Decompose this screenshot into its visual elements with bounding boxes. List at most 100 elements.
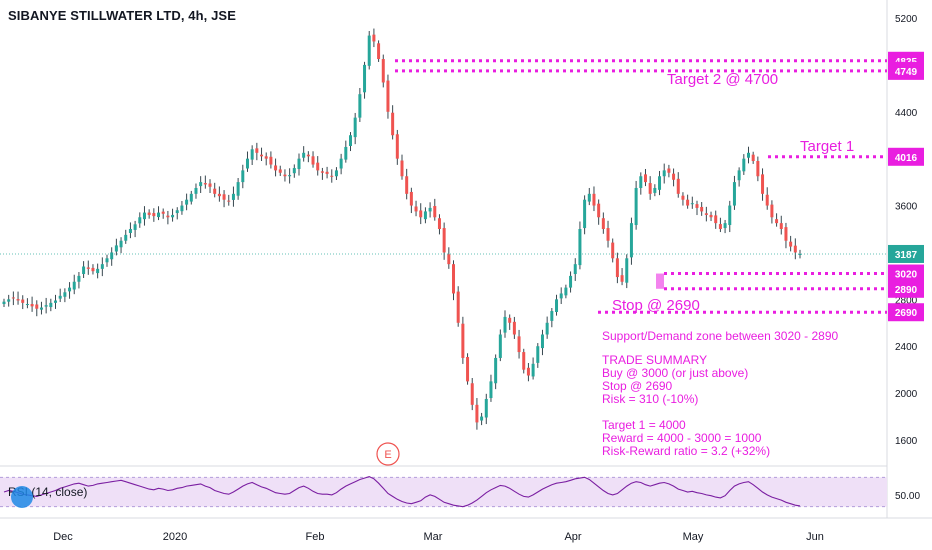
target2-label: Target 2 @ 4700 [667, 71, 778, 88]
candle-body [597, 203, 601, 218]
x-tick-label: Feb [306, 531, 325, 543]
price-tag-label: 2890 [895, 285, 918, 296]
candles-group [2, 28, 802, 430]
candle-body [128, 229, 132, 233]
candle-body [203, 183, 207, 185]
candle-body [728, 205, 732, 226]
candle-body [7, 299, 11, 302]
candle-body [658, 176, 662, 190]
candle-body [756, 161, 760, 177]
candle-body [550, 311, 554, 321]
y-tick-label: 2800 [895, 295, 918, 306]
candle-body [255, 148, 259, 153]
price-tag-label: 4749 [895, 67, 918, 78]
candle-body [564, 287, 568, 296]
candle-body [320, 171, 324, 173]
candle-body [274, 165, 278, 171]
candle-body [428, 207, 432, 212]
candle-body [11, 297, 15, 299]
price-tag-label: 3020 [895, 270, 918, 281]
candle-body [208, 183, 212, 187]
y-tick-label: 2400 [895, 342, 918, 353]
stop-label: Stop @ 2690 [612, 297, 700, 314]
target1-label: Target 1 [800, 138, 854, 155]
candle-body [611, 242, 615, 259]
candle-body [531, 363, 535, 377]
candle-body [119, 240, 123, 248]
x-axis-labels: Dec 2020 Feb Mar Apr May Jun [53, 531, 824, 543]
candle-body [484, 398, 488, 418]
candle-body [189, 193, 193, 202]
trade-summary-line: Stop @ 2690 [602, 379, 673, 393]
candle-body [765, 194, 769, 206]
candle-body [620, 275, 624, 282]
candle-body [709, 214, 713, 218]
candle-body [587, 193, 591, 202]
candle-body [124, 234, 128, 241]
candle-body [391, 112, 395, 136]
candle-body [690, 203, 694, 205]
candle-body [344, 146, 348, 160]
candle-body [297, 158, 301, 169]
candle-body [100, 264, 104, 269]
candle-body [437, 218, 441, 229]
candle-body [466, 357, 470, 382]
candle-body [311, 156, 315, 165]
candle-body [278, 169, 282, 173]
candle-body [35, 304, 39, 309]
candle-body [540, 334, 544, 349]
earnings-marker [376, 442, 400, 466]
candle-body [653, 187, 657, 193]
candle-body [91, 267, 95, 272]
candle-body [72, 281, 76, 290]
candle-body [761, 174, 765, 194]
price-tag-label: 4016 [895, 153, 918, 164]
candle-body [419, 210, 423, 218]
candle-body [161, 211, 165, 214]
candle-body [545, 322, 549, 335]
candle-body [522, 352, 526, 370]
candle-body [667, 168, 671, 173]
candle-body [288, 175, 292, 177]
candle-body [629, 223, 633, 258]
watermark-logo [11, 486, 33, 508]
candle-body [461, 323, 465, 358]
chart-title: SIBANYE STILLWATER LTD, 4h, JSE [8, 8, 236, 23]
candle-body [442, 228, 446, 253]
candle-body [213, 188, 217, 194]
level-lines-group [0, 59, 887, 314]
candle-body [409, 191, 413, 206]
candle-body [363, 64, 367, 93]
candle-body [54, 300, 58, 303]
y-tick-label: 2000 [895, 389, 918, 400]
candle-body [96, 268, 100, 274]
rsi-pane: RSI (14, close) 50.00 [0, 476, 920, 508]
candle-body [751, 154, 755, 162]
candle-body [358, 94, 362, 118]
candle-body [718, 224, 722, 229]
candle-body [494, 357, 498, 384]
y-tick-label: 3600 [895, 202, 918, 213]
candle-body [58, 295, 62, 299]
candle-body [686, 199, 690, 206]
trade-summary-line: Reward = 4000 - 3000 = 1000 [602, 431, 762, 445]
price-tag-box [888, 244, 924, 263]
candle-body [737, 170, 741, 181]
candle-body [138, 217, 142, 224]
earnings-marker-label: E [384, 449, 391, 461]
candle-body [199, 182, 203, 187]
candle-body [723, 223, 727, 229]
candle-body [110, 252, 114, 260]
candle-body [634, 187, 638, 226]
candle-body [470, 383, 474, 405]
candle-body [615, 258, 619, 278]
candle-body [456, 291, 460, 323]
candle-body [82, 266, 86, 275]
candle-body [381, 59, 385, 83]
price-tag-box [888, 61, 924, 80]
candle-body [147, 212, 151, 215]
x-tick-label: Jun [806, 531, 824, 543]
candle-body [185, 199, 189, 205]
candle-body [152, 213, 156, 217]
